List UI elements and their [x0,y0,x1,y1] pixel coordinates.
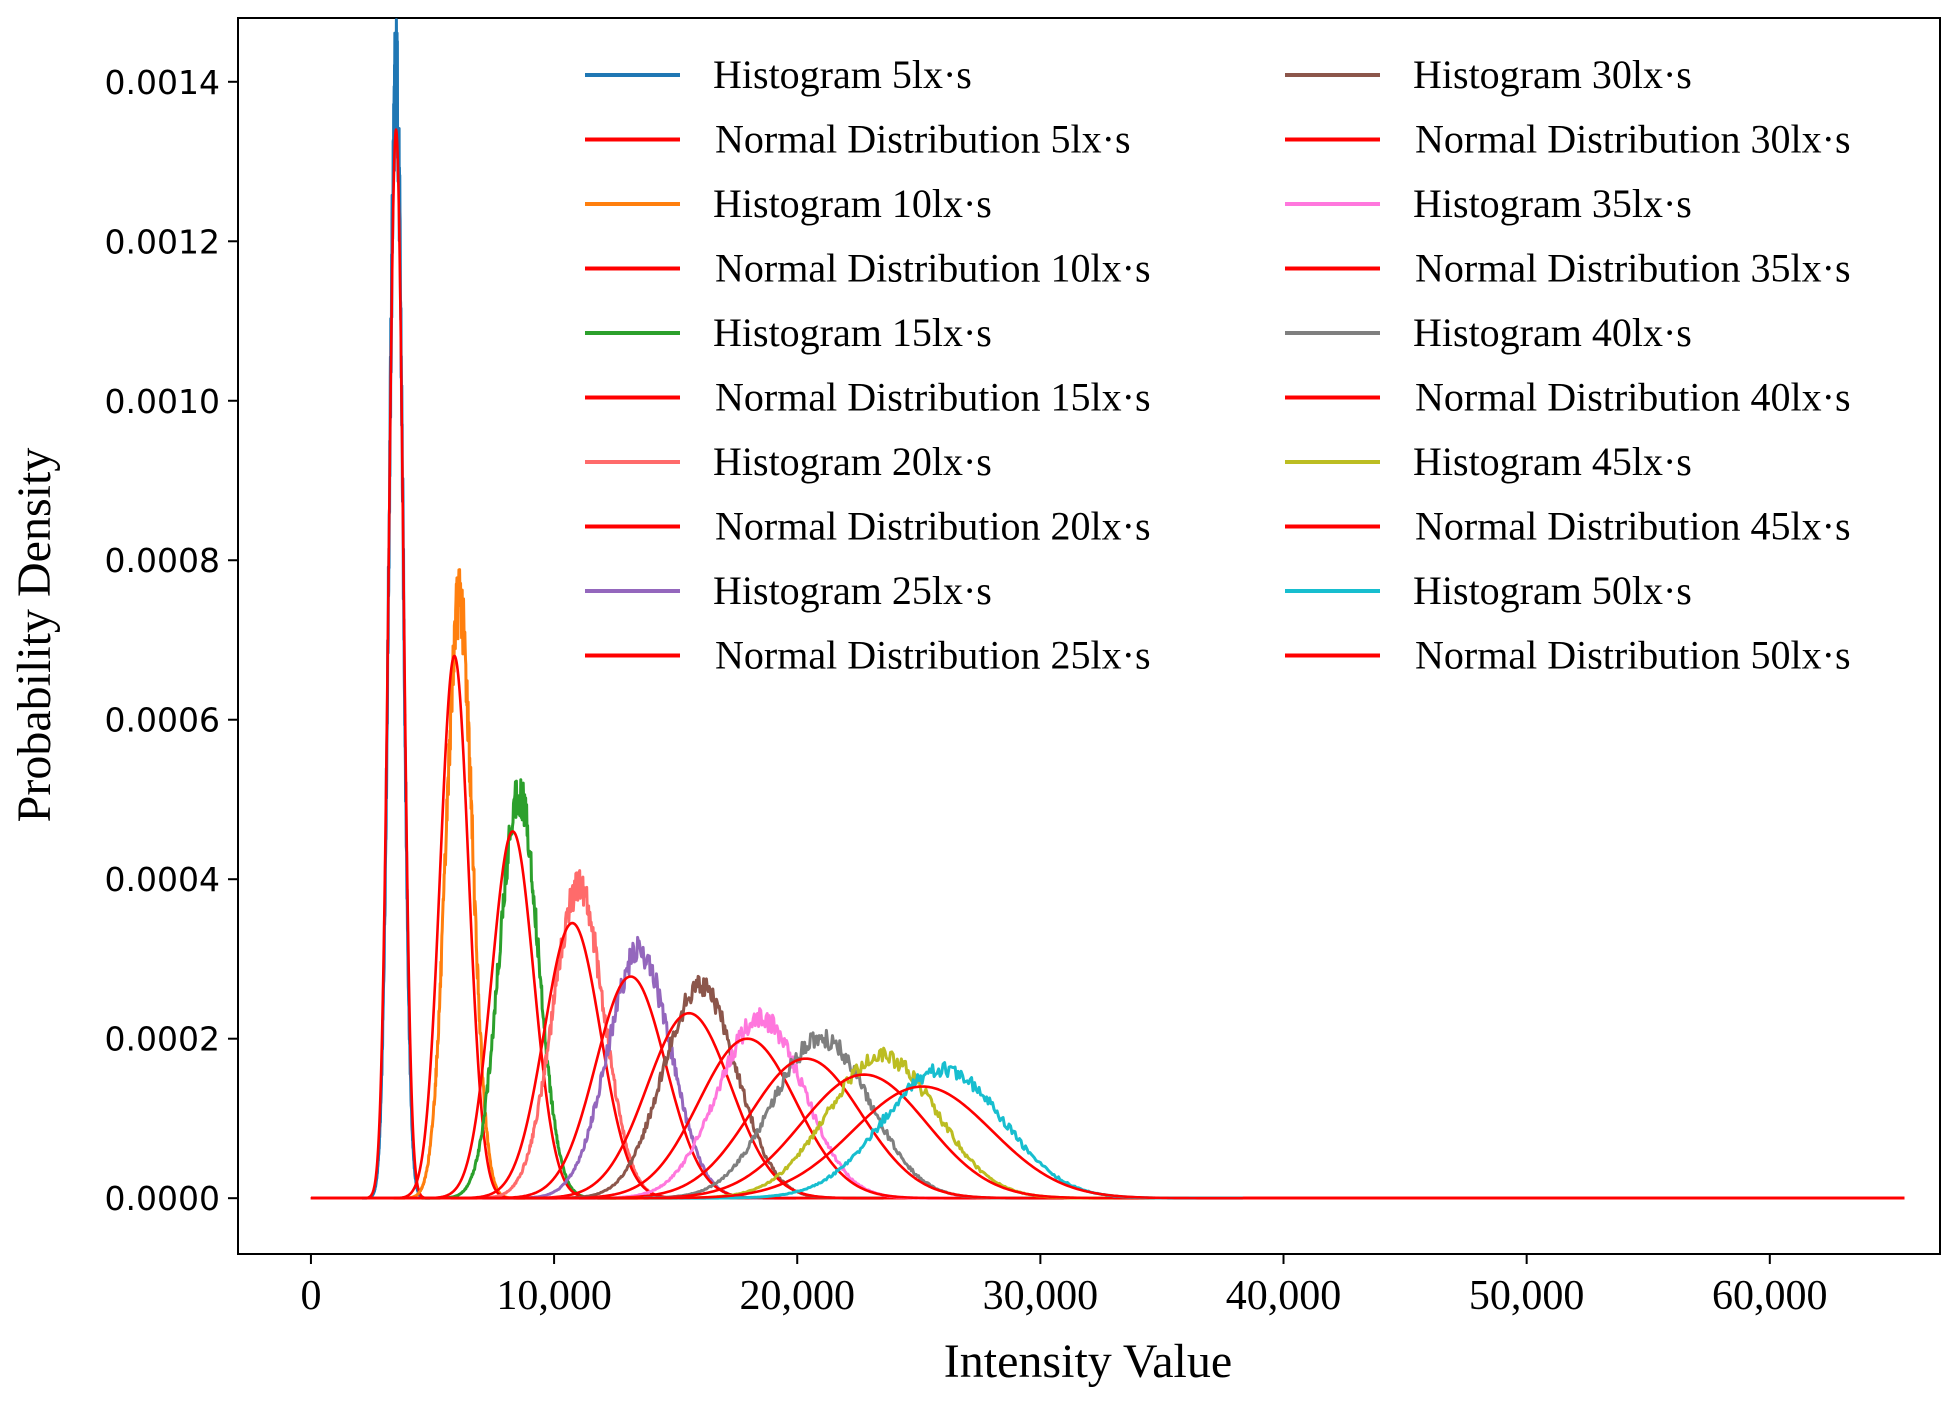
legend-label: Histogram 45lx·s [1413,439,1692,484]
legend-label: Histogram 15lx·s [713,310,992,355]
legend-label: Histogram 50lx·s [1413,568,1692,613]
legend-label: Histogram 25lx·s [713,568,992,613]
y-tick-label: 0.0004 [105,860,220,899]
y-tick-label: 0.0006 [105,701,220,740]
y-tick-label: 0.0010 [105,382,220,421]
legend-label: Normal Distribution 35lx·s [1415,246,1851,291]
x-tick-label: 40,000 [1226,1273,1342,1319]
x-axis-title: Intensity Value [944,1335,1232,1388]
legend-label: Normal Distribution 20lx·s [715,504,1151,549]
y-axis: 0.0000 0.0002 0.0004 0.0006 0.0008 0.0010 0.00… [105,63,238,1218]
x-tick-label: 0 [300,1273,321,1319]
legend-label: Normal Distribution 40lx·s [1415,375,1851,420]
legend-label: Histogram 10lx·s [713,181,992,226]
y-tick-label: 0.0000 [105,1179,220,1218]
plot-area [237,17,1941,1255]
legend-label: Normal Distribution 15lx·s [715,375,1151,420]
legend-label: Histogram 30lx·s [1413,52,1692,97]
y-tick-label: 0.0012 [105,222,220,261]
series-normal-distribution-50lx-s [310,1085,1905,1200]
legend-label: Normal Distribution 5lx·s [715,117,1131,162]
legend-label: Histogram 40lx·s [1413,310,1692,355]
x-axis: 0 10,000 20,000 30,000 40,000 50,000 60,000 [300,1254,1828,1319]
y-tick-label: 0.0014 [105,63,220,102]
legend-label: Histogram 35lx·s [1413,181,1692,226]
series-layer [310,18,1905,1200]
legend: Histogram 5lx·s Normal Distribution 5lx·s… [585,52,1851,678]
legend-label: Normal Distribution 25lx·s [715,633,1151,678]
legend-label: Normal Distribution 10lx·s [715,246,1151,291]
legend-label: Histogram 20lx·s [713,439,992,484]
x-tick-label: 10,000 [496,1273,612,1319]
legend-label: Histogram 5lx·s [713,52,972,97]
x-tick-label: 20,000 [739,1273,855,1319]
x-tick-label: 50,000 [1469,1273,1585,1319]
legend-label: Normal Distribution 50lx·s [1415,633,1851,678]
y-tick-label: 0.0008 [105,541,220,580]
x-tick-label: 60,000 [1712,1273,1828,1319]
legend-label: Normal Distribution 45lx·s [1415,504,1851,549]
legend-label: Normal Distribution 30lx·s [1415,117,1851,162]
y-tick-label: 0.0002 [105,1020,220,1059]
x-tick-label: 30,000 [983,1273,1099,1319]
y-axis-title: Probability Density [8,448,61,823]
